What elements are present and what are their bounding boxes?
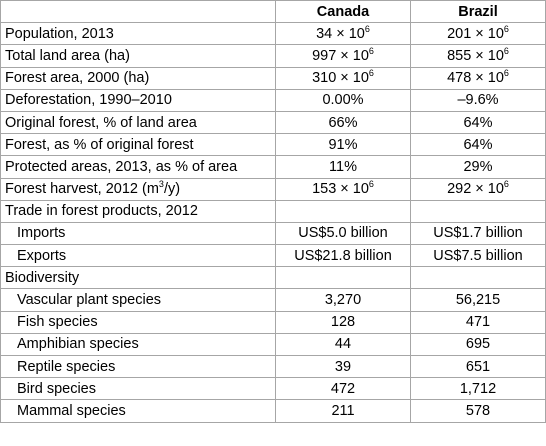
header-canada: Canada (275, 0, 411, 24)
brazil-value: 1,712 (410, 377, 546, 401)
brazil-value: US$1.7 billion (410, 221, 546, 246)
row-label: Exports (0, 244, 276, 268)
row-label: Mammal species (0, 399, 276, 423)
section-row: Trade in forest products, 2012 (0, 199, 546, 223)
brazil-value: –9.6% (410, 88, 546, 112)
brazil-value: 201 × 106 (410, 22, 546, 46)
table-row: Deforestation, 1990–2010 0.00% –9.6% (0, 88, 546, 112)
table-row: Reptile species 39 651 (0, 354, 546, 379)
canada-value: 997 × 106 (275, 44, 411, 68)
table-row: Forest, as % of original forest 91% 64% (0, 133, 546, 157)
canada-value: 211 (275, 399, 411, 423)
table-row: Imports US$5.0 billion US$1.7 billion (0, 221, 546, 246)
canada-value: 0.00% (275, 88, 411, 112)
brazil-exponent: 6 (503, 23, 509, 34)
canada-value: 3,270 (275, 288, 411, 312)
brazil-value: US$7.5 billion (410, 244, 546, 268)
canada-exponent: 6 (368, 46, 374, 57)
row-label: Bird species (0, 377, 276, 401)
row-label: Forest area, 2000 (ha) (0, 66, 276, 90)
table-row: Fish species 128 471 (0, 310, 546, 334)
row-label: Vascular plant species (0, 288, 276, 312)
row-label: Deforestation, 1990–2010 (0, 88, 276, 112)
brazil-exponent: 6 (503, 179, 509, 190)
canada-value (275, 266, 411, 290)
canada-value: US$21.8 billion (275, 244, 411, 268)
row-label: Population, 2013 (0, 22, 276, 46)
row-label: Forest harvest, 2012 (m3/y) (0, 177, 276, 201)
table-row: Forest harvest, 2012 (m3/y) 153 × 106 29… (0, 177, 546, 201)
canada-value: 310 × 106 (275, 66, 411, 90)
label-exponent: 3 (158, 179, 164, 190)
canada-value: 153 × 106 (275, 177, 411, 201)
canada-value: US$5.0 billion (275, 221, 411, 246)
row-label: Imports (0, 221, 276, 246)
brazil-value: 578 (410, 399, 546, 423)
table-row: Protected areas, 2013, as % of area 11% … (0, 155, 546, 179)
brazil-value: 471 (410, 310, 546, 334)
brazil-value: 651 (410, 354, 546, 379)
canada-value: 91% (275, 133, 411, 157)
brazil-value: 56,215 (410, 288, 546, 312)
canada-value: 66% (275, 110, 411, 135)
brazil-exponent: 6 (503, 68, 509, 79)
table-row: Amphibian species 44 695 (0, 332, 546, 357)
header-row: Canada Brazil (0, 0, 546, 24)
canada-value-text: 997 × 10 (312, 47, 369, 64)
table-row: Forest area, 2000 (ha) 310 × 106 478 × 1… (0, 66, 546, 90)
canada-value: 11% (275, 155, 411, 179)
row-label: Forest, as % of original forest (0, 133, 276, 157)
table-row: Bird species 472 1,712 (0, 377, 546, 401)
brazil-value-text: 855 × 10 (447, 47, 504, 64)
canada-value: 472 (275, 377, 411, 401)
section-row: Biodiversity (0, 266, 546, 290)
brazil-value-text: 292 × 10 (447, 181, 504, 198)
brazil-value (410, 199, 546, 223)
table-row: Population, 2013 34 × 106 201 × 106 (0, 22, 546, 46)
table-row: Total land area (ha) 997 × 106 855 × 106 (0, 44, 546, 68)
brazil-value: 855 × 106 (410, 44, 546, 68)
brazil-value-text: 478 × 10 (447, 70, 504, 87)
canada-exponent: 6 (368, 68, 374, 79)
canada-value: 44 (275, 332, 411, 357)
row-label: Total land area (ha) (0, 44, 276, 68)
table-row: Exports US$21.8 billion US$7.5 billion (0, 244, 546, 268)
row-label-tail: /y) (163, 181, 181, 198)
canada-value-text: 34 × 10 (316, 25, 365, 42)
row-label: Amphibian species (0, 332, 276, 357)
row-label: Original forest, % of land area (0, 110, 276, 135)
header-label-cell (0, 0, 276, 24)
row-label: Fish species (0, 310, 276, 334)
table-row: Vascular plant species 3,270 56,215 (0, 288, 546, 312)
brazil-value: 29% (410, 155, 546, 179)
canada-value-text: 310 × 10 (312, 70, 369, 87)
header-brazil: Brazil (410, 0, 546, 24)
canada-value: 128 (275, 310, 411, 334)
table-row: Original forest, % of land area 66% 64% (0, 110, 546, 135)
comparison-table: Canada Brazil Population, 2013 34 × 106 … (0, 0, 546, 423)
brazil-exponent: 6 (503, 46, 509, 57)
row-label: Protected areas, 2013, as % of area (0, 155, 276, 179)
brazil-value: 695 (410, 332, 546, 357)
brazil-value-text: 201 × 10 (447, 25, 504, 42)
section-label: Biodiversity (0, 266, 276, 290)
section-label: Trade in forest products, 2012 (0, 199, 276, 223)
brazil-value: 64% (410, 110, 546, 135)
brazil-value: 64% (410, 133, 546, 157)
canada-exponent: 6 (364, 23, 370, 34)
brazil-value: 292 × 106 (410, 177, 546, 201)
row-label-text: Forest harvest, 2012 (m (5, 181, 159, 198)
brazil-value (410, 266, 546, 290)
canada-value (275, 199, 411, 223)
table-row: Mammal species 211 578 (0, 399, 546, 423)
canada-value-text: 153 × 10 (312, 181, 369, 198)
canada-value: 34 × 106 (275, 22, 411, 46)
brazil-value: 478 × 106 (410, 66, 546, 90)
canada-exponent: 6 (368, 179, 374, 190)
row-label: Reptile species (0, 354, 276, 379)
canada-value: 39 (275, 354, 411, 379)
